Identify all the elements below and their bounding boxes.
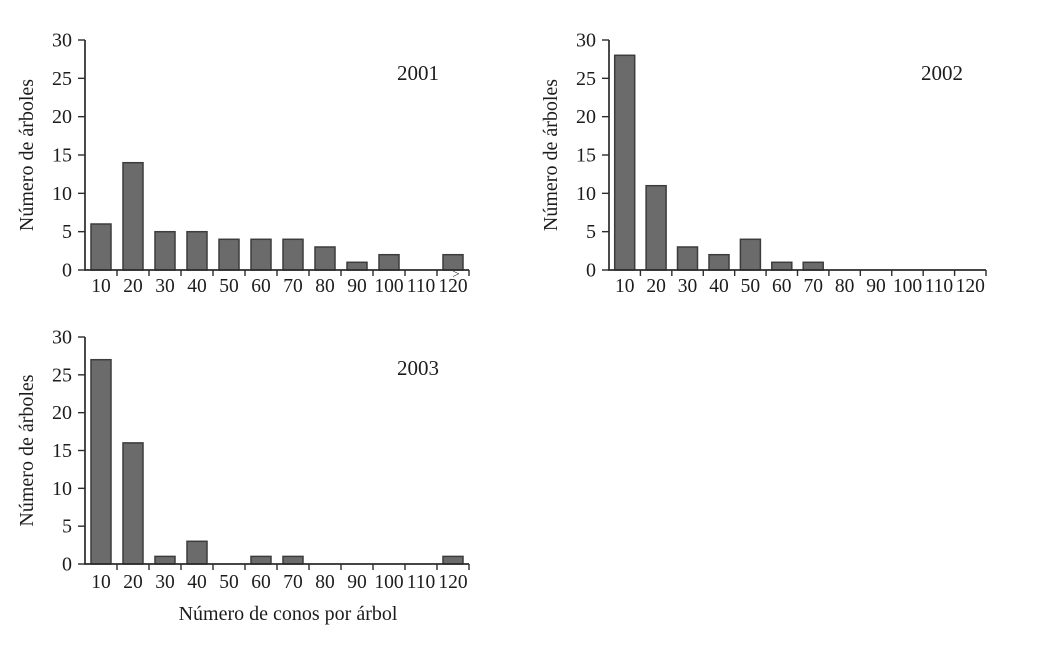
x-tick-label: 120 (438, 276, 467, 297)
bar-2001-100 (378, 253, 400, 271)
chart-2001: 0 5 10 15 20 25 30 10 20 30 40 50 60 70 80 90 100 110 120>… (16, 30, 470, 297)
x-tick-label: 70 (803, 276, 823, 297)
chart-2003: 0 5 10 15 20 25 30 10 20 30 40 50 60 70 80 90 100 110 120 N… (16, 327, 470, 625)
x-tick-label: 60 (251, 276, 271, 297)
greater-than-annotation: > (452, 266, 459, 281)
x-tick-label: 100 (374, 572, 403, 593)
x-tick-label: 10 (615, 276, 635, 297)
x-tick-label: 10 (91, 276, 111, 297)
x-tick-label: 80 (835, 276, 855, 297)
y-tick-label: 25 (576, 68, 596, 90)
y-tick-label: 10 (52, 183, 72, 205)
bar-2002-40 (708, 253, 730, 271)
x-tick-label: 100 (893, 276, 922, 297)
x-tick-label: 30 (155, 572, 175, 593)
chart-2002: 0 5 10 15 20 25 30 10 20 30 40 50 60 70 80 90 100 110 120 N… (540, 30, 987, 297)
x-tick-label: 110 (925, 276, 954, 297)
y-tick-label: 10 (576, 183, 596, 205)
bar-2003-70 (282, 555, 304, 565)
x-tick-label: 50 (741, 276, 761, 297)
bar-2003-10 (90, 358, 112, 565)
bar-2001-30 (154, 230, 176, 271)
bar-2001-70 (282, 238, 304, 271)
bar-2002-60 (771, 261, 793, 271)
year-label: 2001 (397, 61, 439, 85)
x-axis-title: Número de conos por árbol (179, 603, 398, 625)
y-axis-title: Número de árboles (540, 79, 562, 231)
bar-2001-20 (122, 161, 144, 271)
bar-2001-60 (250, 238, 272, 271)
y-tick-label: 5 (62, 516, 72, 538)
bar-2003-120 (442, 555, 464, 565)
y-tick-label: 30 (52, 327, 72, 349)
x-tick-label: 60 (772, 276, 792, 297)
bar-2003-20 (122, 442, 144, 565)
bar-2002-10 (613, 54, 636, 271)
x-tick-label: 30 (155, 276, 175, 297)
y-tick-label: 30 (52, 30, 72, 52)
y-tick-label: 25 (52, 364, 72, 386)
x-tick-label: 20 (646, 276, 666, 297)
bar-2001-40 (186, 230, 208, 271)
y-tick-label: 0 (62, 260, 72, 282)
bar-2001-90 (346, 261, 368, 271)
bar-2001-10 (90, 223, 112, 271)
x-tick-label: 20 (123, 572, 143, 593)
y-axis-title: Número de árboles (16, 374, 38, 526)
x-tick-label: 110 (407, 276, 436, 297)
y-tick-label: 0 (62, 554, 72, 576)
x-tick-label: 10 (91, 572, 111, 593)
y-tick-label: 5 (586, 221, 596, 243)
bar-2002-20 (645, 184, 667, 271)
x-tick-label: 80 (315, 276, 335, 297)
x-tick-label: 90 (347, 572, 367, 593)
x-tick-label: 100 (374, 276, 403, 297)
x-tick-label: 110 (407, 572, 436, 593)
x-tick-label: 90 (866, 276, 886, 297)
bar-2001-80 (314, 246, 336, 271)
x-tick-label: 120 (956, 276, 985, 297)
y-tick-label: 5 (62, 221, 72, 243)
y-tick-label: 20 (52, 106, 72, 128)
x-tick-label: 40 (709, 276, 729, 297)
x-tick-label: 70 (283, 276, 303, 297)
y-tick-label: 20 (576, 106, 596, 128)
y-tick-label: 15 (52, 440, 72, 462)
x-tick-label: 40 (187, 572, 207, 593)
y-axis-title: Número de árboles (16, 79, 38, 231)
y-tick-label: 25 (52, 68, 72, 90)
x-tick-label: 40 (187, 276, 207, 297)
x-tick-label: 50 (219, 572, 239, 593)
x-tick-label: 30 (678, 276, 698, 297)
y-tick-label: 10 (52, 478, 72, 500)
x-tick-label: 120 (438, 572, 467, 593)
x-tick-label: 20 (123, 276, 143, 297)
x-tick-label: 50 (219, 276, 239, 297)
x-tick-label: 90 (347, 276, 367, 297)
y-tick-label: 15 (576, 145, 596, 167)
year-label: 2003 (397, 356, 439, 380)
bar-2003-40 (186, 540, 208, 565)
bar-2002-30 (676, 246, 699, 271)
x-tick-label: 80 (315, 572, 335, 593)
year-label: 2002 (921, 61, 963, 85)
y-tick-label: 20 (52, 402, 72, 424)
y-tick-label: 30 (576, 30, 596, 52)
bar-2003-30 (154, 555, 176, 565)
bar-2003-60 (250, 555, 272, 565)
y-tick-label: 15 (52, 145, 72, 167)
x-tick-label: 70 (283, 572, 303, 593)
bar-2002-70 (802, 261, 824, 271)
bar-2002-50 (739, 238, 762, 271)
x-tick-label: 60 (251, 572, 271, 593)
bar-2001-50 (218, 238, 240, 271)
y-tick-label: 0 (586, 260, 596, 282)
